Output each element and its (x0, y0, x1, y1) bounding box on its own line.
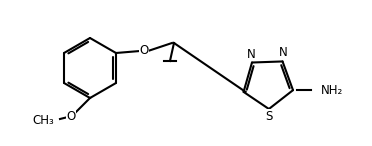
Text: N: N (247, 47, 255, 60)
Text: O: O (66, 111, 76, 124)
Text: O: O (140, 45, 148, 58)
Text: CH₃: CH₃ (32, 114, 54, 127)
Text: NH₂: NH₂ (321, 84, 343, 97)
Text: S: S (265, 110, 273, 123)
Text: N: N (279, 46, 288, 59)
